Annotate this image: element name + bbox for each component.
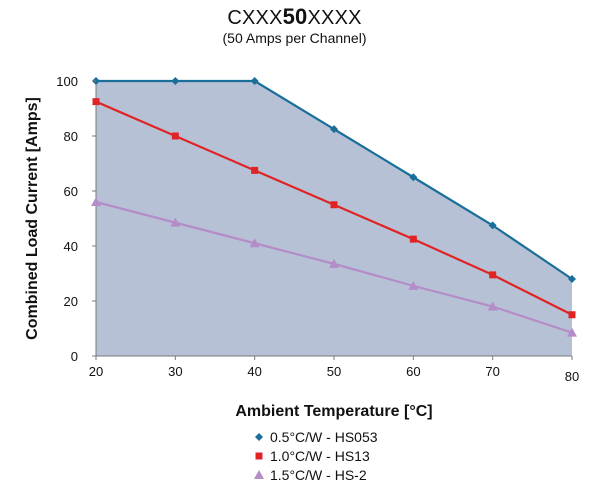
y-tick-label: 80 (64, 129, 78, 144)
data-point (487, 301, 498, 311)
series-3 (91, 197, 577, 337)
legend-item: 1.5°C/W - HS-2 (252, 465, 378, 484)
data-point (409, 235, 417, 243)
x-tick-label: 50 (327, 364, 341, 379)
data-point (250, 77, 259, 85)
line-chart: 20 30 40 50 60 70 80 0 20 40 60 80 100 Ambient Temp… (24, 74, 579, 420)
chart-title-bold: 50 (282, 4, 308, 29)
data-point (91, 197, 101, 206)
chart-title: CXXX50XXXX (0, 4, 589, 30)
data-point (568, 275, 576, 283)
data-point (251, 166, 259, 174)
data-point (171, 77, 180, 85)
data-point (488, 221, 497, 230)
x-tick-label: 60 (406, 364, 420, 379)
chart-title-suffix: XXXX (307, 7, 362, 29)
legend-marker-shape (255, 432, 263, 441)
chart-subtitle: (50 Amps per Channel) (222, 30, 367, 46)
data-point (567, 327, 577, 337)
data-point (330, 201, 338, 209)
y-axis-ticks: 0 20 40 60 80 100 (56, 74, 96, 364)
legend-label: 0.5°C/W - HS053 (270, 428, 378, 445)
x-tick-label: 70 (485, 364, 499, 379)
legend-marker-shape (255, 452, 263, 459)
y-tick-label: 40 (64, 239, 78, 254)
data-point (249, 238, 260, 248)
square-marker-icon (252, 449, 266, 463)
legend-item: 0.5°C/W - HS053 (252, 427, 378, 446)
data-point (408, 280, 419, 290)
triangle-marker-icon (252, 468, 266, 482)
data-point (329, 258, 339, 268)
area-fill (96, 81, 572, 356)
data-point (568, 311, 576, 319)
y-tick-label: 60 (64, 184, 78, 199)
x-axis-ticks: 20 30 40 50 60 70 80 (89, 356, 579, 384)
legend-label: 1.0°C/W - HS13 (270, 447, 370, 464)
data-point (170, 217, 181, 227)
plot-area (91, 77, 577, 357)
chart-title-prefix: CXXX (227, 7, 283, 29)
x-tick-label: 80 (565, 369, 579, 384)
data-point (409, 173, 418, 182)
x-tick-label: 30 (168, 364, 182, 379)
y-tick-label: 100 (56, 74, 78, 89)
x-tick-label: 40 (247, 364, 261, 379)
diamond-marker-icon (252, 430, 266, 444)
y-tick-label: 20 (64, 294, 78, 309)
legend-item: 1.0°C/W - HS13 (252, 446, 378, 465)
data-point (92, 98, 100, 106)
data-point (489, 271, 497, 279)
legend: 0.5°C/W - HS053 1.0°C/W - HS13 1.5°C/W - H… (252, 427, 378, 484)
series-2 (92, 98, 576, 319)
legend-marker-shape (254, 469, 264, 479)
y-tick-label: 0 (71, 349, 78, 364)
legend-label: 1.5°C/W - HS-2 (270, 466, 367, 483)
data-point (330, 125, 338, 134)
x-axis-title: Ambient Temperature [°C] (235, 403, 432, 420)
y-axis-title: Combined Load Current [Amps] (24, 97, 41, 340)
data-point (171, 132, 179, 140)
x-tick-label: 20 (89, 364, 103, 379)
